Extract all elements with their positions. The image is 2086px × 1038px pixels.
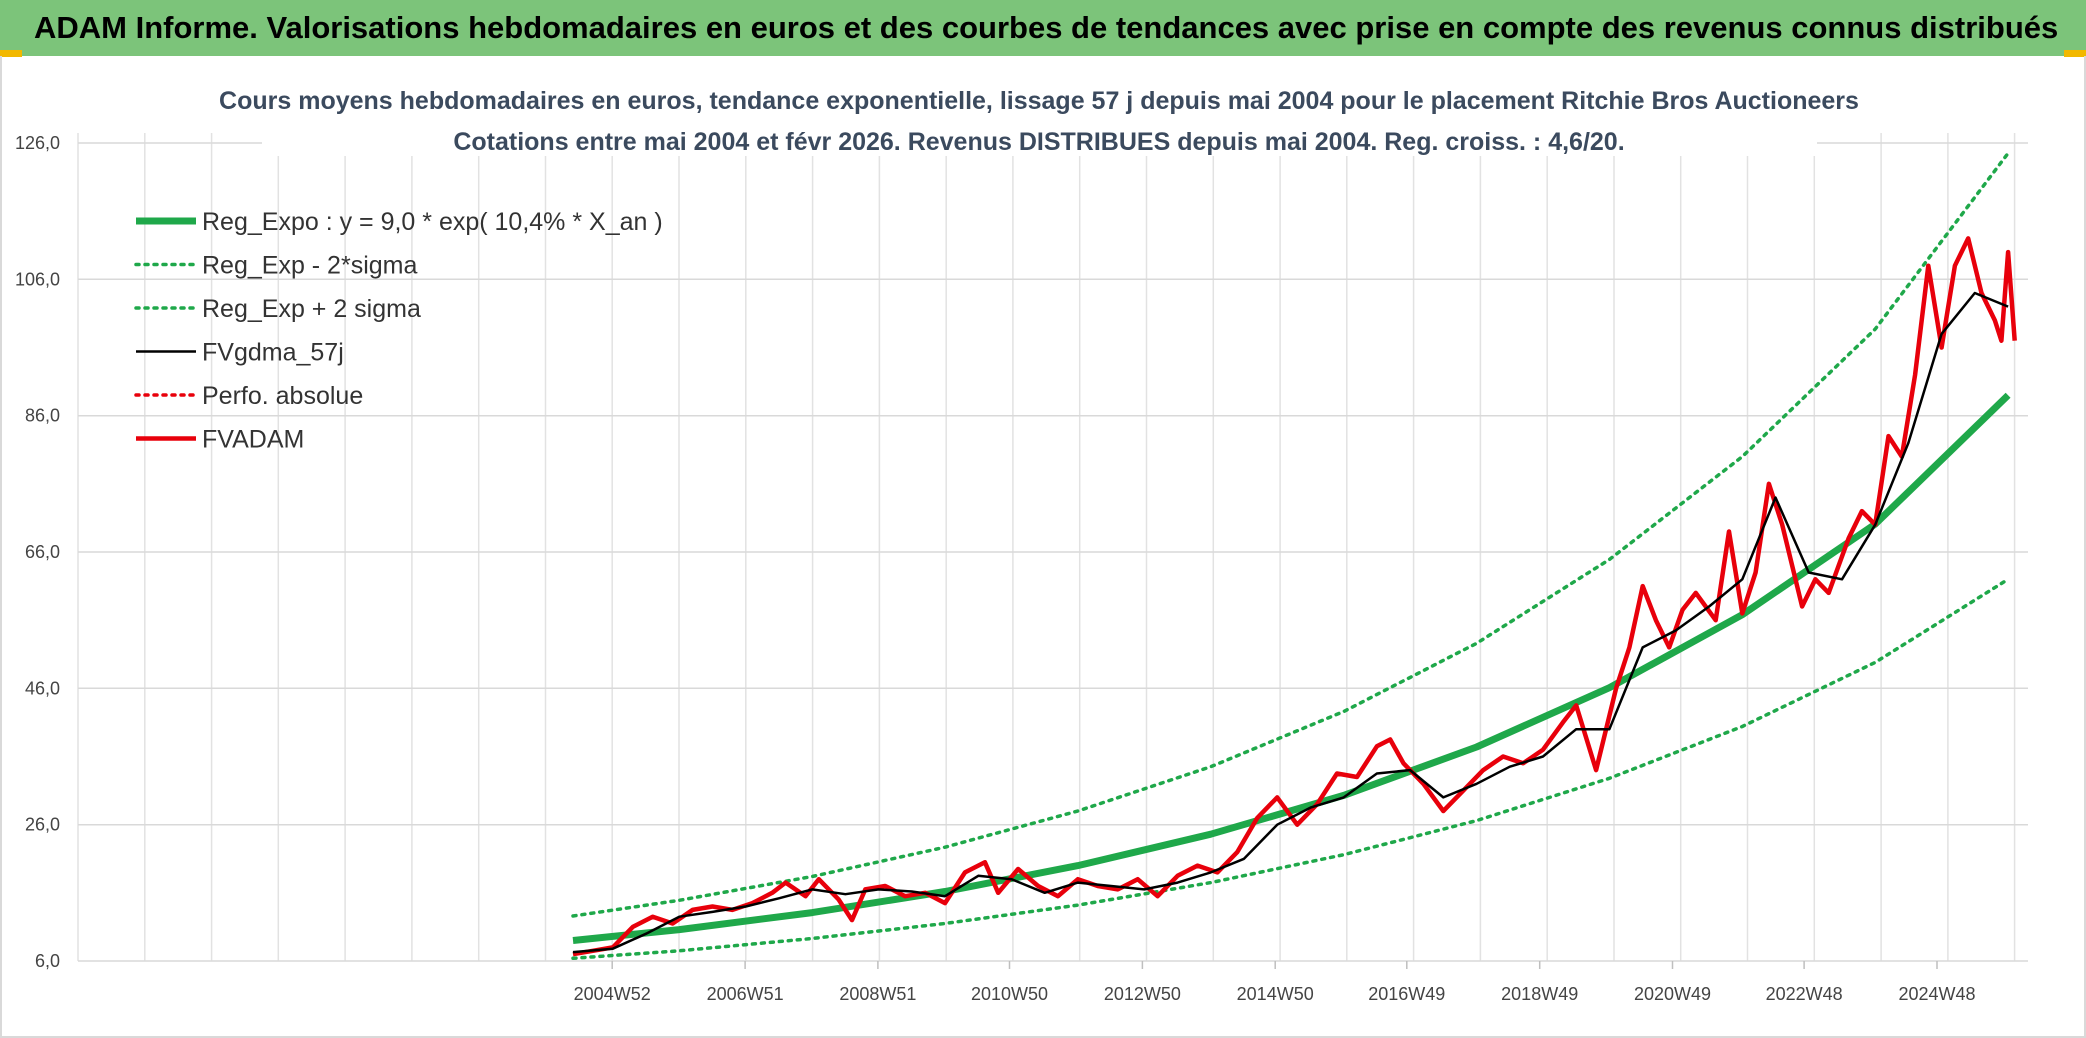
title-backdrop [262,80,1817,156]
banner-corner-right [2064,50,2086,57]
chart-subtitle: Cotations entre mai 2004 et févr 2026. R… [453,128,1624,156]
chart-frame [0,56,2086,1038]
y-axis: 6,0 26,0 46,0 66,0 86,0 106,0 126,0 [15,133,60,971]
y-tick-label: 66,0 [25,542,60,562]
y-tick-label: 46,0 [25,678,60,698]
series-line-1 [571,577,2010,961]
x-tick-label: 2020W49 [1634,984,1711,1004]
report-banner: ADAM Informe. Valorisations hebdomadaire… [0,0,2086,56]
x-tick-label: 2012W50 [1104,984,1181,1004]
x-tick-label: 2004W52 [574,984,651,1004]
x-tick-label: 2016W49 [1368,984,1445,1004]
x-tick-label: 2008W51 [839,984,916,1004]
x-tick-label: 2018W49 [1501,984,1578,1004]
legend-label: Reg_Expo : y = 9,0 * exp( 10,4% * X_an ) [202,208,663,236]
legend-label: FVgdma_57j [202,339,344,367]
x-tick-label: 2006W51 [707,984,784,1004]
y-tick-label: 86,0 [25,406,60,426]
legend-label: Reg_Exp - 2*sigma [202,252,417,280]
grid [77,133,2028,962]
series-line-2 [571,151,2010,918]
banner-corner-left [0,50,22,57]
legend-label: Reg_Exp + 2 sigma [202,295,421,323]
legend: Reg_Expo : y = 9,0 * exp( 10,4% * X_an )… [134,208,663,454]
x-tick-label: 2024W48 [1898,984,1975,1004]
legend-label: FVADAM [202,426,304,454]
x-tick-label: 2014W50 [1237,984,1314,1004]
series-group [571,151,2017,961]
x-axis: 2004W52 2006W51 2008W51 2010W50 2012W50 2014W… [574,961,1976,1004]
y-tick-label: 126,0 [15,133,60,153]
y-tick-label: 26,0 [25,815,60,835]
series-line-3 [572,291,2009,954]
x-tick-label: 2010W50 [971,984,1048,1004]
x-tick-label: 2022W48 [1766,984,1843,1004]
series-line-5 [572,236,2017,957]
legend-label: Perfo. absolue [202,382,363,410]
y-tick-label: 6,0 [35,951,60,971]
chart-title: Cours moyens hebdomadaires en euros, ten… [219,87,1859,115]
y-tick-label: 106,0 [15,269,60,289]
series-line-0 [572,392,2011,944]
